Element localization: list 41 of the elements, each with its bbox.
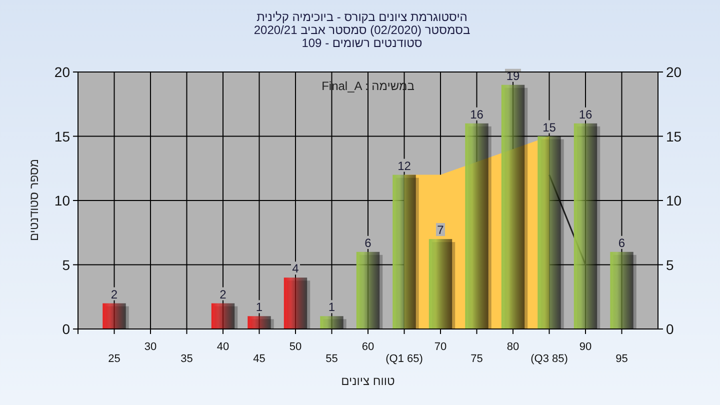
y-tick-label: 20 bbox=[54, 64, 70, 80]
y-axis-title: מספר סטודנטים bbox=[27, 158, 41, 242]
y2-tick-label: 15 bbox=[666, 128, 682, 144]
data-label: 6 bbox=[364, 236, 372, 250]
x-tick-label: 95 bbox=[616, 353, 628, 365]
y-tick-label: 10 bbox=[54, 192, 70, 208]
data-label: 2 bbox=[220, 287, 227, 302]
x-tick-label: 45 bbox=[253, 353, 266, 365]
x-tick-label: 80 bbox=[506, 341, 520, 353]
x-tick-label: 60 bbox=[362, 341, 374, 353]
y2-tick-label: 20 bbox=[666, 64, 682, 80]
x-tick-label: 55 bbox=[326, 353, 338, 365]
data-label: 16 bbox=[470, 107, 484, 122]
data-label: 2 bbox=[110, 287, 118, 302]
chart-subtitle: בסמסטר (02/2020) סמסטר אביב 2020/21 סטודנטים רשומים - 109 bbox=[254, 23, 470, 50]
y-tick-label: 15 bbox=[54, 128, 70, 144]
y2-tick-label: 0 bbox=[666, 321, 674, 337]
x-tick-label: (Q3 85) bbox=[530, 353, 568, 365]
data-label: 1 bbox=[328, 300, 336, 314]
x-tick-label: (Q1 65) bbox=[386, 353, 423, 365]
y-tick-label: 5 bbox=[62, 256, 70, 273]
x-tick-label: 75 bbox=[470, 353, 483, 365]
data-label: 16 bbox=[578, 107, 592, 122]
x-tick-label: 90 bbox=[579, 341, 592, 353]
x-axis-title: טווח ציונים bbox=[341, 374, 396, 388]
data-label: 6 bbox=[618, 236, 626, 250]
y-tick-label: 0 bbox=[62, 321, 70, 337]
y2-tick-label: 5 bbox=[666, 256, 674, 273]
data-label: 1 bbox=[256, 300, 263, 314]
data-label: 4 bbox=[292, 262, 300, 276]
data-label: 15 bbox=[542, 120, 556, 134]
x-tick-label: 30 bbox=[144, 341, 157, 353]
x-tick-label: 40 bbox=[216, 341, 230, 353]
data-label: 12 bbox=[398, 158, 412, 173]
x-tick-label: 50 bbox=[289, 341, 302, 353]
chart-title: היסטוגרמת ציונים בקורס - ביוכימיה קלינית bbox=[256, 10, 468, 24]
y2-tick-label: 10 bbox=[666, 192, 682, 208]
x-tick-label: 70 bbox=[434, 341, 447, 353]
data-label: 7 bbox=[437, 223, 444, 238]
x-tick-label: 25 bbox=[108, 353, 120, 365]
x-tick-label: 35 bbox=[180, 353, 193, 365]
